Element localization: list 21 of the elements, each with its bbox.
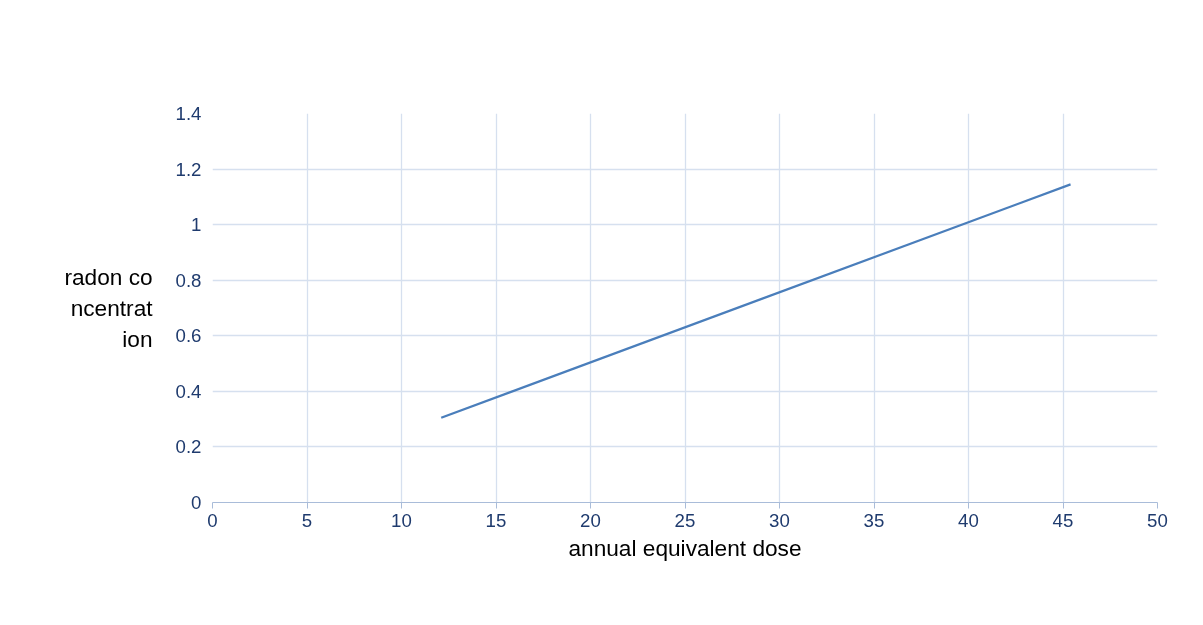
x-tick-label: 50 [1147, 509, 1168, 531]
y-tick-label: 0.2 [175, 436, 202, 458]
x-tick-label: 35 [863, 509, 885, 531]
y-tick-label: 1 [191, 214, 202, 236]
x-tick-label: 40 [958, 509, 979, 531]
y-tick-label: 1.2 [175, 158, 202, 180]
x-tick-label: 0 [207, 509, 218, 531]
x-tick-label: 20 [580, 509, 601, 531]
y-tick-label: 0 [191, 492, 202, 513]
x-tick-label: 25 [674, 509, 696, 531]
x-tick-label: 15 [485, 509, 507, 531]
x-tick-label: 45 [1052, 509, 1074, 531]
x-tick-label: 30 [769, 509, 790, 531]
y-tick-label: 1.4 [175, 103, 202, 124]
x-tick-label: 5 [301, 509, 313, 531]
y-axis-title: radon concentration [64, 263, 154, 353]
y-tick-label: 0.8 [175, 269, 202, 291]
x-axis-title: annual equivalent dose [568, 534, 802, 561]
y-tick-label: 0.6 [175, 325, 202, 347]
x-tick-label: 10 [391, 509, 412, 531]
y-tick-label: 0.4 [175, 380, 202, 402]
